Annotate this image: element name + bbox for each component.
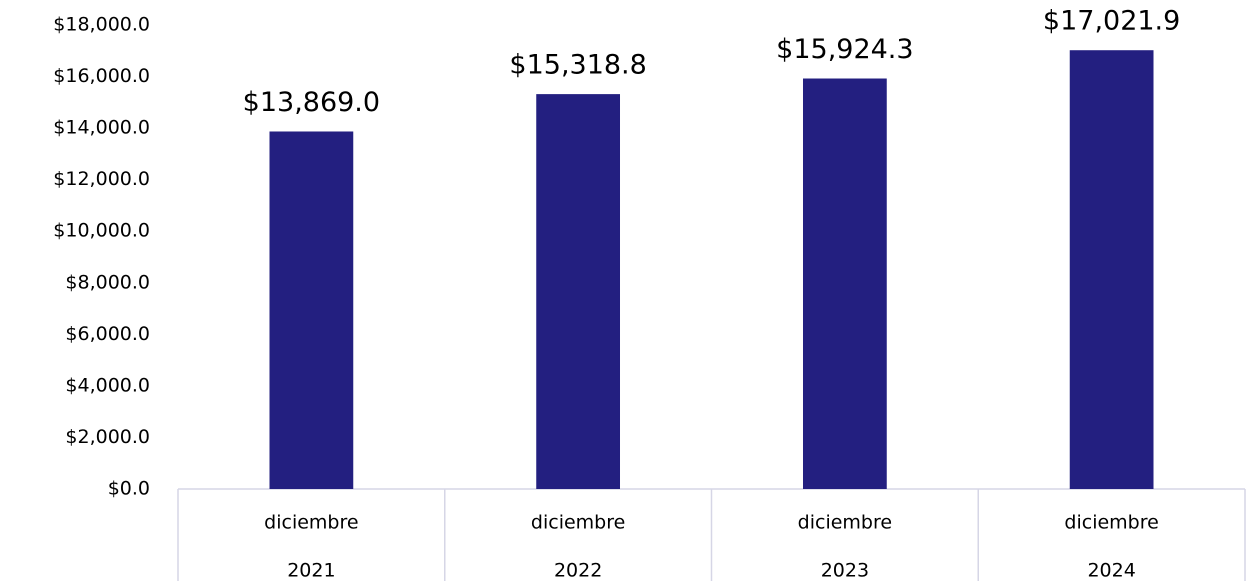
y-tick-label: $10,000.0 <box>53 220 150 242</box>
y-tick-label: $12,000.0 <box>53 168 150 190</box>
bar <box>1069 50 1154 489</box>
y-tick-label: $16,000.0 <box>53 65 150 87</box>
y-tick-label: $6,000.0 <box>65 323 150 345</box>
data-label: $17,021.9 <box>1043 6 1180 37</box>
bar <box>269 131 354 489</box>
y-tick-label: $18,000.0 <box>53 14 150 36</box>
y-tick-label: $0.0 <box>108 478 150 500</box>
x-category-label: diciembre <box>531 512 625 534</box>
data-label: $15,318.8 <box>509 50 646 81</box>
x-category-group-label: 2024 <box>1087 560 1135 581</box>
bar <box>802 78 887 490</box>
x-category-group-label: 2021 <box>287 560 335 581</box>
x-category-group-label: 2022 <box>554 560 602 581</box>
x-category-label: diciembre <box>1064 512 1158 534</box>
y-tick-label: $14,000.0 <box>53 117 150 139</box>
y-tick-label: $2,000.0 <box>65 426 150 448</box>
x-category-group-label: 2023 <box>821 560 869 581</box>
bar <box>536 94 621 489</box>
y-tick-label: $8,000.0 <box>65 271 150 293</box>
x-category-label: diciembre <box>798 512 892 534</box>
y-tick-label: $4,000.0 <box>65 374 150 396</box>
data-label: $15,924.3 <box>776 34 913 65</box>
data-label: $13,869.0 <box>243 87 380 118</box>
x-category-label: diciembre <box>264 512 358 534</box>
